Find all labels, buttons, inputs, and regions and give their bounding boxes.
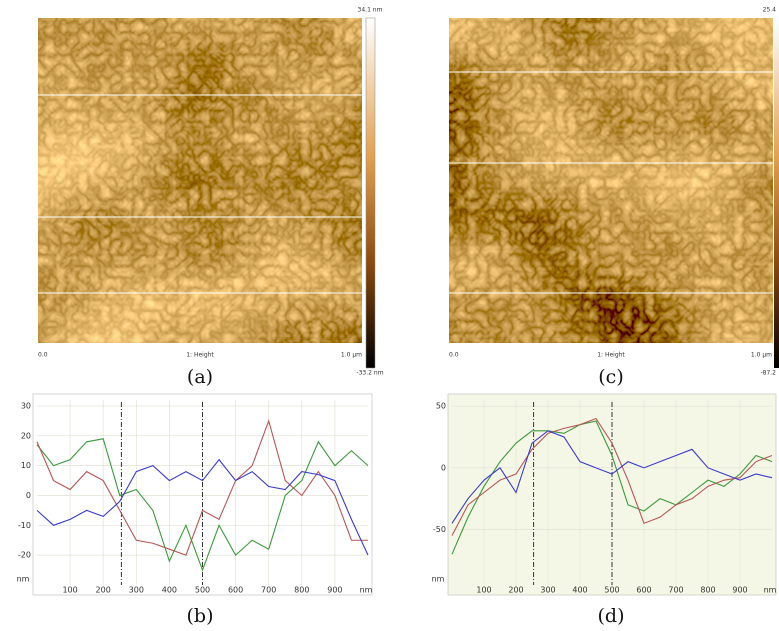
axis-end: 1.0 µm	[341, 352, 362, 359]
x-tick-label: 400	[162, 586, 177, 595]
scale-max: 34.1 nm	[358, 7, 383, 14]
scale-max: 25.4	[763, 7, 777, 14]
x-tick-label: 900	[732, 586, 747, 595]
axis-start: 0.0	[38, 352, 48, 359]
x-axis-label: nm	[764, 586, 777, 595]
x-tick-label: 500	[604, 586, 619, 595]
x-tick-label: 100	[476, 586, 491, 595]
profile-line	[451, 420, 773, 555]
x-tick-label: 200	[508, 586, 523, 595]
color-bar	[774, 18, 779, 368]
axis-start: 0.0	[449, 352, 459, 359]
x-tick-label: 400	[572, 586, 587, 595]
axis-title: 1: Height	[597, 352, 625, 359]
profile-line	[451, 417, 773, 536]
x-tick-label: 700	[668, 586, 683, 595]
y-tick-label: -20	[18, 551, 31, 560]
x-tick-label: 800	[700, 586, 715, 595]
x-axis-label: nm	[360, 586, 373, 595]
panel-label: (c)	[598, 366, 623, 388]
x-tick-label: 300	[129, 586, 144, 595]
panel-label: (a)	[187, 366, 213, 388]
x-tick-label: 600	[228, 586, 243, 595]
axis-title: 1: Height	[186, 352, 214, 359]
y-tick-label: 20	[21, 431, 31, 440]
x-tick-label: 900	[327, 586, 342, 595]
profile-line	[36, 419, 368, 556]
color-bar	[365, 17, 376, 369]
y-axis-label: nm	[432, 575, 445, 584]
scale-min: -33.2 nm	[356, 370, 383, 377]
y-tick-label: 0	[441, 463, 446, 472]
y-axis-label: nm	[17, 575, 30, 584]
y-tick-label: 10	[21, 461, 31, 470]
scale-min: -87.2	[760, 370, 776, 377]
profile-lines	[449, 71, 773, 294]
profile-line	[451, 430, 773, 524]
profile-lines	[38, 94, 362, 294]
y-tick-label: -50	[433, 525, 446, 534]
y-tick-label: -10	[18, 521, 31, 530]
y-tick-label: 0	[26, 491, 31, 500]
panel-label: (d)	[598, 605, 625, 627]
profile-line	[36, 458, 369, 556]
y-tick-label: 30	[21, 401, 31, 410]
x-tick-label: 200	[96, 586, 111, 595]
x-tick-label: 500	[195, 586, 210, 595]
afm-image	[38, 18, 362, 343]
x-tick-label: 800	[294, 586, 309, 595]
axis-end: 1.0 µm	[751, 352, 772, 359]
x-tick-label: 600	[636, 586, 651, 595]
x-tick-label: 300	[540, 586, 555, 595]
afm-image	[449, 18, 773, 343]
panel-label: (b)	[187, 605, 214, 627]
profile-line	[36, 438, 369, 572]
y-tick-label: 50	[436, 402, 446, 411]
x-tick-label: 700	[261, 586, 276, 595]
x-tick-label: 100	[62, 586, 77, 595]
